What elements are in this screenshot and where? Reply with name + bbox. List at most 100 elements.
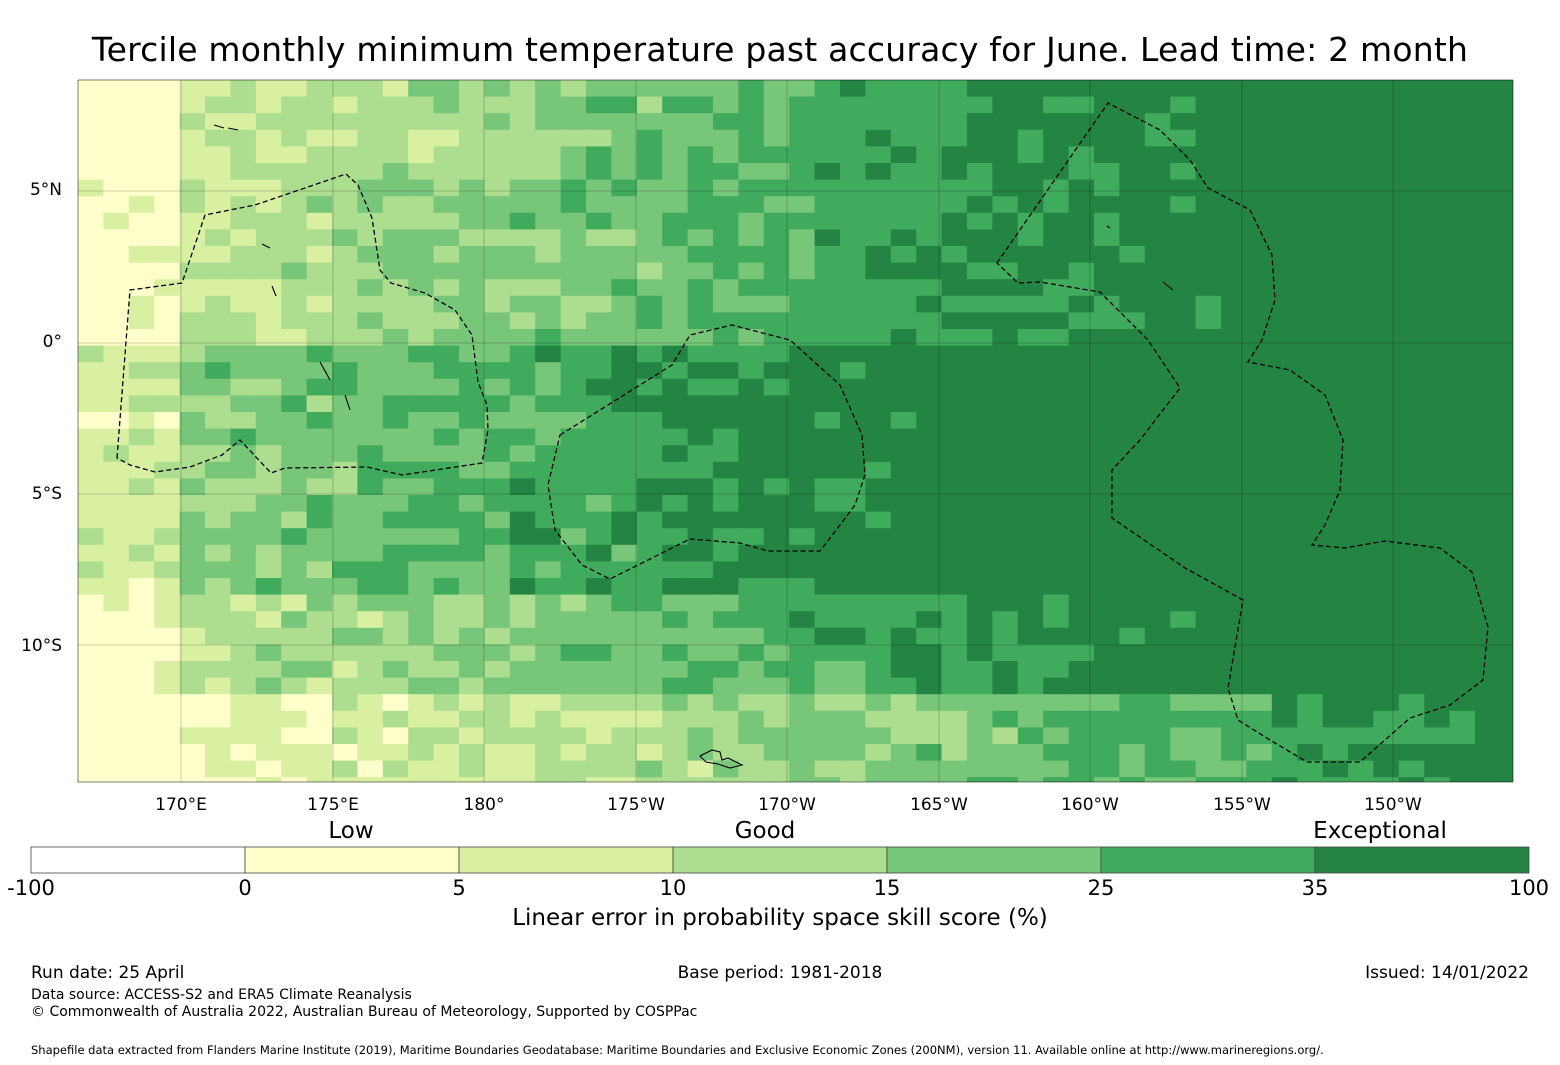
skill-cell	[1322, 644, 1349, 662]
skill-cell	[1449, 295, 1476, 313]
skill-cell	[1500, 229, 1513, 247]
skill-cell	[509, 246, 536, 264]
skill-cell	[1449, 727, 1476, 745]
skill-cell	[1424, 727, 1451, 745]
skill-cell	[611, 694, 638, 712]
skill-cell	[713, 412, 739, 430]
skill-cell	[636, 395, 663, 413]
skill-cell	[408, 694, 435, 712]
skill-cell	[484, 428, 511, 446]
skill-cell	[179, 694, 206, 712]
skill-cell	[738, 544, 765, 562]
skill-cell	[408, 644, 435, 662]
skill-cell	[992, 561, 1019, 579]
skill-cell	[763, 262, 790, 280]
skill-cell	[306, 744, 333, 762]
skill-cell	[1348, 710, 1374, 728]
skill-cell	[840, 295, 866, 313]
skill-cell	[509, 644, 536, 662]
skill-cell	[1246, 710, 1273, 728]
skill-cell	[687, 196, 714, 214]
skill-cell	[1246, 80, 1273, 98]
skill-cell	[154, 760, 181, 778]
skill-cell	[459, 428, 485, 446]
skill-cell	[916, 694, 943, 712]
skill-cell	[763, 661, 790, 679]
skill-cell	[433, 594, 460, 612]
skill-cell	[1170, 345, 1197, 363]
skill-cell	[179, 378, 206, 396]
skill-cell	[992, 312, 1019, 330]
skill-cell	[509, 594, 536, 612]
skill-cell	[1424, 627, 1451, 645]
skill-cell	[763, 80, 790, 98]
skill-cell	[814, 677, 841, 695]
skill-cell	[636, 246, 663, 264]
skill-cell	[1043, 578, 1070, 596]
skill-cell	[713, 528, 739, 546]
skill-cell	[255, 345, 282, 363]
skill-cell	[1043, 96, 1070, 114]
skill-cell	[357, 312, 384, 330]
skill-cell	[433, 445, 460, 463]
skill-cell	[1373, 428, 1400, 446]
skill-cell	[509, 129, 536, 147]
skill-cell	[890, 627, 917, 645]
skill-cell	[1246, 129, 1273, 147]
skill-cell	[1424, 395, 1451, 413]
skill-cell	[992, 578, 1019, 596]
skill-cell	[1195, 279, 1222, 297]
skill-cell	[1094, 594, 1120, 612]
skill-cell	[611, 96, 638, 114]
skill-cell	[154, 744, 181, 762]
skill-cell	[255, 428, 282, 446]
skill-cell	[179, 129, 206, 147]
skill-cell	[890, 495, 917, 513]
skill-cell	[382, 511, 409, 529]
lon-label-175w: 175°W	[607, 795, 665, 815]
graticule-lines	[78, 80, 1513, 782]
skill-cell	[1170, 113, 1197, 131]
skill-cell	[662, 113, 689, 131]
skill-cell	[662, 694, 689, 712]
skill-cell	[1068, 495, 1095, 513]
skill-cell	[992, 212, 1019, 230]
skill-cell	[509, 578, 536, 596]
skill-cell	[1271, 511, 1298, 529]
skill-cell	[509, 312, 536, 330]
skill-cell	[357, 113, 384, 131]
skill-cell	[865, 710, 892, 728]
skill-cell	[916, 146, 943, 164]
skill-cell	[865, 345, 892, 363]
skill-cell	[1068, 445, 1095, 463]
skill-cell	[154, 229, 181, 247]
skill-cell	[1475, 262, 1501, 280]
skill-cell	[205, 146, 231, 164]
skill-cell	[1322, 677, 1349, 695]
skill-cell	[662, 495, 689, 513]
skill-cell	[1068, 212, 1095, 230]
skill-cell	[1119, 378, 1146, 396]
skill-cell	[281, 710, 308, 728]
skill-cell	[967, 461, 993, 479]
skill-cell	[382, 146, 409, 164]
skill-cell	[1221, 777, 1247, 782]
skill-cell	[967, 544, 993, 562]
skill-cell	[1221, 179, 1247, 197]
skill-cell	[1094, 495, 1120, 513]
skill-cell	[128, 129, 155, 147]
skill-cell	[1424, 312, 1451, 330]
skill-cell	[103, 578, 130, 596]
skill-cell	[332, 627, 358, 645]
skill-cell	[433, 561, 460, 579]
skill-cell	[967, 80, 993, 98]
skill-cell	[382, 528, 409, 546]
skill-cell	[128, 661, 155, 679]
skill-cell	[1271, 246, 1298, 264]
skill-cell	[78, 710, 104, 728]
skill-cell	[433, 528, 460, 546]
skill-cell	[636, 262, 663, 280]
skill-cell	[382, 544, 409, 562]
skill-cell	[1068, 113, 1095, 131]
skill-cell	[1449, 744, 1476, 762]
